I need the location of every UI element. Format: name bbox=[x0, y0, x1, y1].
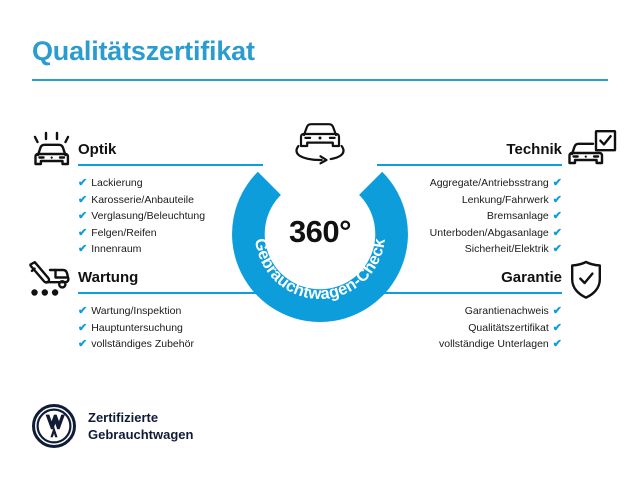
list-item-label: Innenraum bbox=[91, 243, 142, 255]
list-item-label: Hauptuntersuchung bbox=[91, 321, 183, 334]
list-item: Qualitätszertifikat ✔ bbox=[377, 320, 562, 337]
check-icon: ✔ bbox=[78, 243, 88, 255]
list-item: ✔ Wartung/Inspektion bbox=[78, 303, 263, 320]
section-garantie-heading: Garantie bbox=[501, 269, 562, 286]
list-item: Garantienachweis ✔ bbox=[377, 303, 562, 320]
list-item-label: Lenkung/Fahrwerk bbox=[461, 193, 549, 206]
check-icon: ✔ bbox=[78, 338, 88, 350]
vw-footer-line1: Zertifizierte bbox=[88, 410, 159, 425]
list-item-label: Garantienachweis bbox=[464, 305, 549, 317]
section-garantie-divider bbox=[377, 292, 562, 294]
vw-footer-text: Zertifizierte Gebrauchtwagen bbox=[88, 409, 193, 443]
badge-360-gebrauchtwagen-check: Gebrauchtwagen-Check bbox=[232, 146, 408, 322]
badge-center-label: 360° bbox=[288, 214, 352, 249]
vw-logo-icon bbox=[32, 404, 76, 448]
car-wrench-service-icon bbox=[22, 258, 74, 302]
list-item: ✔ vollständiges Zubehör bbox=[78, 336, 263, 353]
list-item: Bremsanlage ✔ bbox=[377, 208, 562, 225]
list-item-label: Unterboden/Abgasanlage bbox=[429, 226, 549, 239]
title-block: Qualitätszertifikat bbox=[32, 34, 608, 81]
section-optik-divider bbox=[78, 164, 263, 166]
list-item-label: Qualitätszertifikat bbox=[468, 321, 549, 334]
vw-footer: Zertifizierte Gebrauchtwagen bbox=[32, 404, 193, 448]
page-title: Qualitätszertifikat bbox=[32, 36, 255, 66]
check-icon: ✔ bbox=[552, 177, 562, 189]
list-item: Lenkung/Fahrwerk ✔ bbox=[377, 192, 562, 209]
list-item: ✔ Lackierung bbox=[78, 175, 263, 192]
check-icon: ✔ bbox=[552, 305, 562, 317]
section-wartung-divider bbox=[78, 292, 263, 294]
section-technik-heading: Technik bbox=[506, 141, 562, 158]
car-checkbox-icon bbox=[566, 128, 618, 172]
shield-check-icon bbox=[560, 258, 612, 302]
car-rotate-360-icon bbox=[286, 118, 354, 176]
list-item-label: Aggregate/Antriebsstrang bbox=[429, 177, 549, 189]
list-item: ✔ Felgen/Reifen bbox=[78, 225, 263, 242]
section-optik-list: ✔ Lackierung ✔ Karosserie/Anbauteile ✔ Verg… bbox=[78, 175, 263, 258]
section-optik-heading: Optik bbox=[78, 141, 117, 158]
list-item: ✔ Hauptuntersuchung bbox=[78, 320, 263, 337]
section-technik: Technik Aggregate/Antriebsstrang ✔ Lenkun… bbox=[377, 140, 562, 258]
check-icon: ✔ bbox=[552, 321, 562, 334]
list-item-label: Wartung/Inspektion bbox=[91, 305, 182, 317]
list-item-label: vollständige Unterlagen bbox=[439, 338, 549, 350]
check-icon: ✔ bbox=[78, 305, 88, 317]
section-technik-divider bbox=[377, 164, 562, 166]
check-icon: ✔ bbox=[78, 210, 88, 222]
section-wartung: Wartung ✔ Wartung/Inspektion ✔ Hauptunters… bbox=[78, 268, 263, 353]
list-item-label: Karosserie/Anbauteile bbox=[91, 193, 194, 206]
check-icon: ✔ bbox=[78, 193, 88, 206]
check-icon: ✔ bbox=[78, 321, 88, 334]
title-divider bbox=[32, 79, 608, 81]
check-icon: ✔ bbox=[552, 210, 562, 222]
check-icon: ✔ bbox=[78, 226, 88, 239]
list-item-label: Verglasung/Beleuchtung bbox=[91, 210, 206, 222]
section-technik-list: Aggregate/Antriebsstrang ✔ Lenkung/Fahrwe… bbox=[377, 175, 562, 258]
list-item-label: Bremsanlage bbox=[486, 210, 549, 222]
list-item-label: Sicherheit/Elektrik bbox=[464, 243, 549, 255]
section-optik: Optik ✔ Lackierung ✔ Karosserie/Anbauteile… bbox=[78, 140, 263, 258]
section-garantie: Garantie Garantienachweis ✔ Qualitätszert… bbox=[377, 268, 562, 353]
vw-footer-line2: Gebrauchtwagen bbox=[88, 427, 194, 442]
check-icon: ✔ bbox=[552, 243, 562, 255]
list-item: Unterboden/Abgasanlage ✔ bbox=[377, 225, 562, 242]
list-item: Sicherheit/Elektrik ✔ bbox=[377, 241, 562, 258]
car-shine-icon bbox=[26, 128, 78, 172]
list-item-label: Felgen/Reifen bbox=[91, 226, 157, 239]
list-item: ✔ Verglasung/Beleuchtung bbox=[78, 208, 263, 225]
list-item: vollständige Unterlagen ✔ bbox=[377, 336, 562, 353]
list-item: ✔ Karosserie/Anbauteile bbox=[78, 192, 263, 209]
list-item-label: Lackierung bbox=[91, 177, 143, 189]
list-item-label: vollständiges Zubehör bbox=[91, 338, 194, 350]
section-garantie-list: Garantienachweis ✔ Qualitätszertifikat ✔ v… bbox=[377, 303, 562, 353]
check-icon: ✔ bbox=[552, 338, 562, 350]
check-icon: ✔ bbox=[552, 193, 562, 206]
check-icon: ✔ bbox=[78, 177, 88, 189]
list-item: ✔ Innenraum bbox=[78, 241, 263, 258]
list-item: Aggregate/Antriebsstrang ✔ bbox=[377, 175, 562, 192]
check-icon: ✔ bbox=[552, 226, 562, 239]
section-wartung-heading: Wartung bbox=[78, 269, 139, 286]
section-wartung-list: ✔ Wartung/Inspektion ✔ Hauptuntersuchung ✔… bbox=[78, 303, 263, 353]
